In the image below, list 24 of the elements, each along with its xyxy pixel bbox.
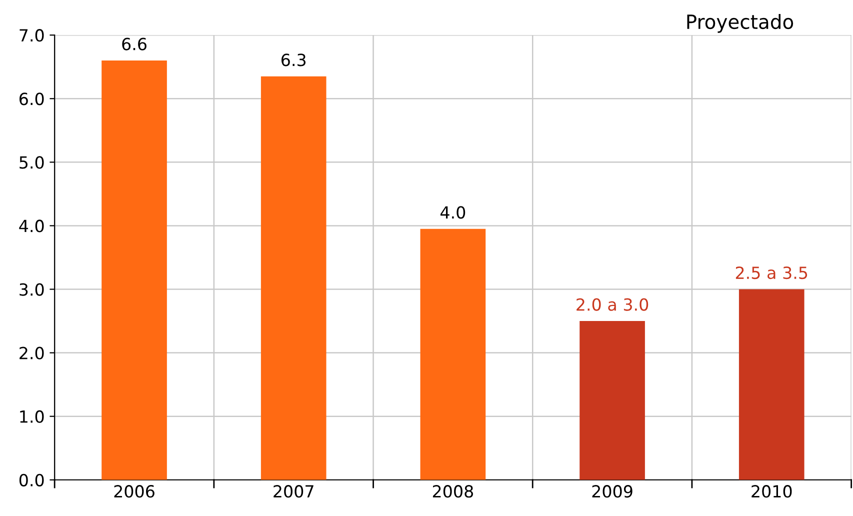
y-tick-label: 6.0 <box>20 92 44 106</box>
x-tick-label: 2009 <box>592 485 632 498</box>
y-tick-label: 5.0 <box>20 156 44 169</box>
y-tick-label: 2.0 <box>20 346 44 360</box>
y-tick-label: 3.0 <box>20 283 44 296</box>
bar <box>738 289 804 480</box>
x-tick-label: 2006 <box>114 485 154 498</box>
data-label: 6.3 <box>282 54 306 66</box>
data-label: 4.0 <box>440 206 466 219</box>
y-tick-label: 0.0 <box>19 474 44 486</box>
x-tick-label: 2007 <box>274 485 314 498</box>
bar <box>260 76 326 480</box>
bar <box>580 321 645 480</box>
bar <box>420 228 486 480</box>
x-tick-label: 2008 <box>432 485 474 498</box>
x-tick-label: 2010 <box>752 485 792 498</box>
annotation: 2.5 a 3.5 <box>736 266 808 280</box>
annotation: 2.0 a 3.0 <box>576 298 648 311</box>
bar <box>102 60 167 480</box>
text: Proyectado <box>687 14 794 33</box>
y-tick-label: 4.0 <box>19 220 44 232</box>
y-tick-label: 7.0 <box>20 29 44 42</box>
y-tick-label: 1.0 <box>20 410 44 423</box>
data-label: 6.6 <box>122 38 146 50</box>
